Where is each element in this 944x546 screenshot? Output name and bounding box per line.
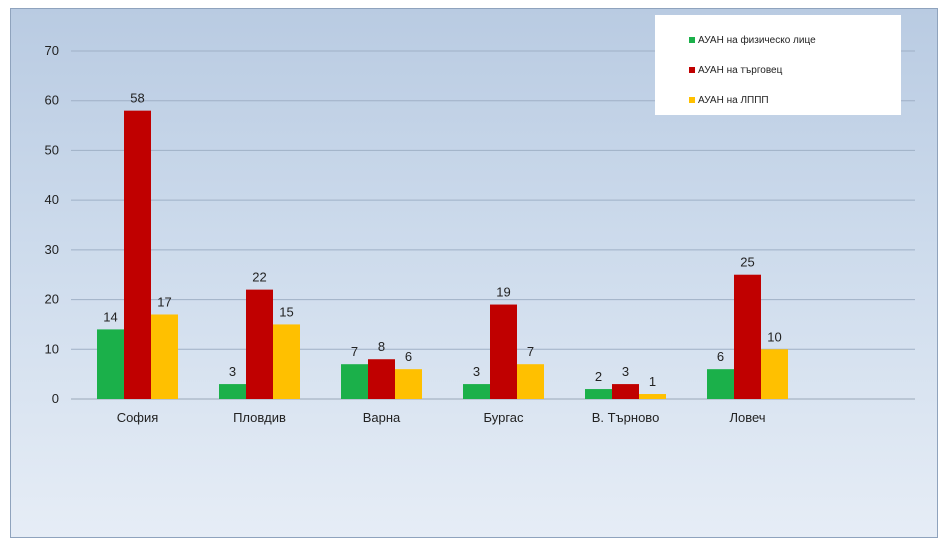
legend-label-individual: АУАН на физическо лице — [698, 34, 816, 46]
data-label: 15 — [279, 304, 293, 319]
legend: АУАН на физическо лице АУАН на търговец … — [655, 15, 901, 115]
y-tick-label: 40 — [45, 192, 59, 207]
bar-lppp — [151, 314, 178, 399]
category-label: Пловдив — [233, 410, 286, 425]
legend-swatch-individual — [689, 37, 695, 43]
category-label: София — [117, 410, 159, 425]
bar-individual — [463, 384, 490, 399]
y-tick-label: 30 — [45, 242, 59, 257]
y-axis-ticks: 0 10 20 30 40 50 60 70 — [45, 43, 59, 406]
bar-individual — [707, 369, 734, 399]
category-label: В. Търново — [592, 410, 660, 425]
y-tick-label: 10 — [45, 341, 59, 356]
data-label: 6 — [405, 349, 412, 364]
bar-lppp — [517, 364, 544, 399]
data-label: 7 — [527, 344, 534, 359]
legend-swatch-trader — [689, 67, 695, 73]
bar-trader — [490, 304, 517, 399]
gridlines — [71, 50, 915, 400]
bar-lppp — [395, 369, 422, 399]
chart-area: 0 10 20 30 40 50 60 70 14 58 17 3 22 15 7 8 6 3 19 7 2 3 1 6 25… — [10, 8, 938, 538]
data-label: 3 — [622, 364, 629, 379]
bar-individual — [97, 329, 124, 399]
data-label: 58 — [130, 91, 144, 106]
bar-lppp — [639, 394, 666, 399]
legend-item-individual: АУАН на физическо лице — [689, 25, 901, 55]
legend-item-trader: АУАН на търговец — [689, 55, 901, 85]
category-label: Ловеч — [729, 410, 765, 425]
category-label: Варна — [363, 410, 401, 425]
y-tick-label: 0 — [52, 391, 59, 406]
bar-lppp — [273, 324, 300, 399]
bar-individual — [219, 384, 246, 399]
bar-individual — [585, 389, 612, 399]
bar-chart: 0 10 20 30 40 50 60 70 14 58 17 3 22 15 7 8 6 3 19 7 2 3 1 6 25… — [45, 43, 915, 425]
y-tick-label: 50 — [45, 142, 59, 157]
category-label: Бургас — [483, 410, 524, 425]
data-labels: 14 58 17 3 22 15 7 8 6 3 19 7 2 3 1 6 25 10 — [103, 91, 781, 389]
bar-individual — [341, 364, 368, 399]
bar-trader — [734, 274, 761, 399]
bar-trader — [246, 289, 273, 399]
data-label: 17 — [157, 294, 171, 309]
data-label: 2 — [595, 369, 602, 384]
x-axis-categories: София Пловдив Варна Бургас В. Търново Ловеч — [117, 410, 766, 425]
data-label: 7 — [351, 344, 358, 359]
data-label: 1 — [649, 374, 656, 389]
data-label: 3 — [229, 364, 236, 379]
bars — [97, 110, 788, 400]
data-label: 10 — [767, 329, 781, 344]
bar-trader — [368, 359, 395, 399]
data-label: 6 — [717, 349, 724, 364]
bar-trader — [612, 384, 639, 399]
legend-item-lppp: АУАН на ЛППП — [689, 85, 901, 115]
data-label: 19 — [496, 285, 510, 300]
y-tick-label: 70 — [45, 43, 59, 58]
legend-label-lppp: АУАН на ЛППП — [698, 94, 769, 106]
legend-swatch-lppp — [689, 97, 695, 103]
bar-trader — [124, 110, 151, 400]
data-label: 14 — [103, 309, 117, 324]
legend-label-trader: АУАН на търговец — [698, 64, 783, 76]
data-label: 25 — [740, 255, 754, 270]
data-label: 22 — [252, 270, 266, 285]
data-label: 8 — [378, 339, 385, 354]
y-tick-label: 20 — [45, 292, 59, 307]
data-label: 3 — [473, 364, 480, 379]
y-tick-label: 60 — [45, 93, 59, 108]
bar-lppp — [761, 349, 788, 399]
